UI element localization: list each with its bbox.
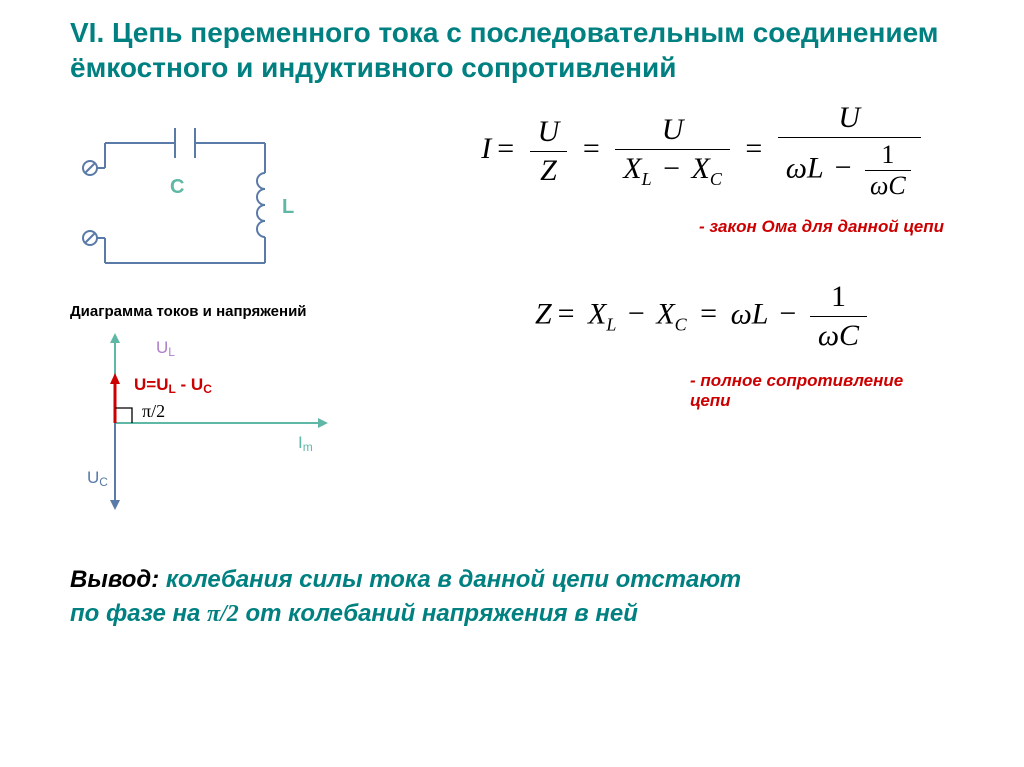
annotation-ohms-law: - закон Ома для данной цепи: [430, 217, 944, 237]
svg-text:π/2: π/2: [142, 401, 165, 421]
svg-text:UL: UL: [156, 338, 175, 359]
slide-title: VI. Цепь переменного тока с последовател…: [70, 15, 974, 85]
svg-text:U=UL - UC: U=UL - UC: [134, 375, 212, 396]
capacitor-label: C: [170, 176, 184, 198]
vector-diagram-caption: Диаграмма токов и напряжений: [70, 303, 410, 320]
svg-text:Im: Im: [298, 433, 313, 454]
vector-diagram: UL U=UL - UC π/2 Im UC: [60, 328, 360, 518]
svg-text:UC: UC: [87, 468, 108, 489]
formula-impedance: Z= XL − XC = ωL − 1 ωC: [430, 282, 974, 351]
annotation-impedance: - полное сопротивление цепи: [690, 371, 944, 411]
circuit-diagram: C L: [60, 113, 320, 283]
conclusion: Вывод: колебания силы тока в данной цепи…: [70, 563, 974, 631]
formula-current: I= UZ = U XL − XC = U ωL −: [430, 103, 974, 199]
inductor-label: L: [282, 196, 294, 218]
